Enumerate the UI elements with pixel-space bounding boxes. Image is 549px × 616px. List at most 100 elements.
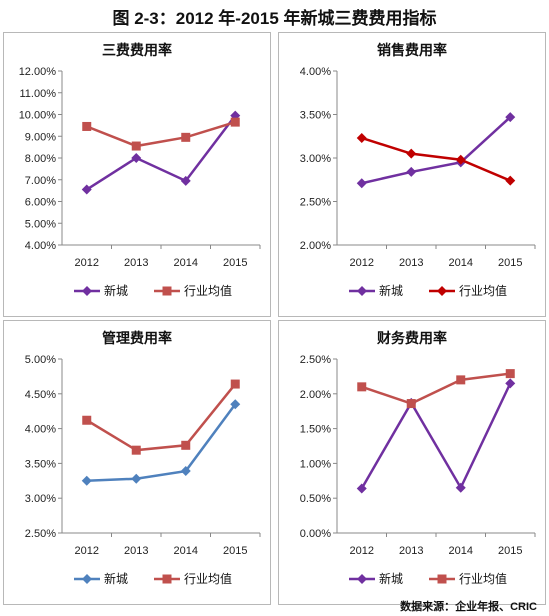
y-tick-label: 3.00% [25,493,56,505]
series-line-0 [360,382,512,491]
data-point [456,375,466,385]
y-tick-label: 2.50% [300,197,331,209]
legend-label: 新城 [104,283,128,298]
data-point [180,175,191,186]
series-line-0 [86,403,237,483]
y-tick-label: 3.50% [25,458,56,470]
selling-expense-ratio-chart: 销售费用率 2.00% 2.50% 3.00% 3.50% 4.00% 2012 2013 20… [300,42,536,298]
legend-label: 新城 [379,571,403,586]
x-tick-label: 2014 [449,545,473,557]
x-tick-label: 2013 [399,545,423,557]
series-line-0 [86,114,237,191]
data-point [131,445,141,455]
data-point [357,382,367,392]
data-point [230,399,241,410]
chart-panel-three-fee-ratio: 三费费用率 4.00% 5.00% 6.00% 7.00% 8.00% 9.00% 10.00… [3,32,271,317]
legend-marker [357,286,367,296]
data-point [82,121,92,131]
legend-marker [437,574,447,584]
y-tick-label: 8.00% [25,153,56,165]
legend-label: 新城 [104,571,128,586]
data-point [181,132,191,142]
y-tick-label: 4.00% [300,66,331,78]
y-tick-label: 0.50% [300,493,331,505]
chart-panel-finance-expense-ratio: 财务费用率 0.00% 0.50% 1.00% 1.50% 2.00% 2.50% 2012 2… [278,320,546,605]
y-tick-label: 5.00% [25,218,56,230]
data-point [81,475,92,486]
data-point [406,166,417,177]
legend-label: 新城 [379,283,403,298]
y-tick-label: 4.00% [25,424,56,436]
series-line-0 [361,116,512,185]
series-line-1 [361,136,511,182]
x-tick-label: 2014 [174,545,198,557]
y-tick-label: 12.00% [19,66,57,78]
legend-label: 行业均值 [184,571,232,586]
data-point [180,466,191,477]
x-tick-label: 2012 [75,545,99,557]
legend-marker [162,286,172,296]
x-tick-label: 2013 [124,257,148,269]
series-line-1 [86,383,237,452]
x-tick-label: 2015 [223,545,247,557]
data-point [131,141,141,151]
legend-marker [82,286,92,296]
data-point [356,178,367,189]
finance-expense-ratio-chart: 财务费用率 0.00% 0.50% 1.00% 1.50% 2.00% 2.50% 2012 2… [300,330,536,586]
legend-marker [82,574,92,584]
legend-marker [162,574,172,584]
data-point [356,483,367,494]
chart-title: 管理费用率 [102,330,172,347]
y-tick-label: 2.00% [300,240,331,252]
source-note: 数据来源：企业年报、CRIC [400,601,537,613]
legend-marker [357,574,367,584]
data-point [230,379,240,389]
y-tick-label: 3.00% [300,153,331,165]
x-tick-label: 2012 [350,257,374,269]
y-tick-label: 4.50% [25,389,56,401]
y-tick-label: 10.00% [19,110,57,122]
y-tick-label: 5.00% [25,354,56,366]
x-tick-label: 2015 [498,545,522,557]
three-fee-ratio-chart: 三费费用率 4.00% 5.00% 6.00% 7.00% 8.00% 9.00% 10.00… [19,42,261,298]
y-tick-label: 0.00% [300,528,331,540]
x-tick-label: 2015 [498,257,522,269]
y-tick-label: 11.00% [20,88,57,100]
legend-marker [437,286,447,296]
y-tick-label: 2.50% [25,528,56,540]
chart-title: 销售费用率 [377,42,447,59]
chart-panel-selling-expense-ratio: 销售费用率 2.00% 2.50% 3.00% 3.50% 4.00% 2012 2013 20… [278,32,546,317]
data-point [455,154,466,165]
chart-panel-admin-expense-ratio: 管理费用率 2.50% 3.00% 3.50% 4.00% 4.50% 5.00% 2012 2… [3,320,271,605]
y-tick-label: 1.50% [300,424,331,436]
data-point [81,184,92,195]
data-point [181,440,191,450]
data-point [505,378,516,389]
legend-label: 行业均值 [459,283,507,298]
data-point [356,132,367,143]
legend-label: 行业均值 [184,283,232,298]
x-tick-label: 2012 [75,257,99,269]
chart-title: 财务费用率 [376,330,447,347]
data-point [505,112,516,123]
data-point [505,369,515,379]
x-tick-label: 2012 [350,545,374,557]
y-tick-label: 1.00% [300,458,331,470]
chart-title: 三费费用率 [102,42,172,59]
data-point [230,117,240,127]
series-line-1 [86,120,236,148]
y-tick-label: 9.00% [25,131,56,143]
x-tick-label: 2014 [449,257,473,269]
data-point [406,148,417,159]
series-line-1 [361,372,511,405]
x-tick-label: 2013 [399,257,423,269]
page-title: 图 2-3：2012 年-2015 年新城三费费用指标 [112,9,437,28]
y-tick-label: 6.00% [25,197,56,209]
data-point [82,415,92,425]
data-point [455,482,466,493]
x-tick-label: 2013 [124,545,148,557]
admin-expense-ratio-chart: 管理费用率 2.50% 3.00% 3.50% 4.00% 4.50% 5.00% 2012 2… [25,330,261,586]
y-tick-label: 7.00% [25,175,56,187]
data-point [131,153,142,163]
y-tick-label: 2.00% [300,389,331,401]
